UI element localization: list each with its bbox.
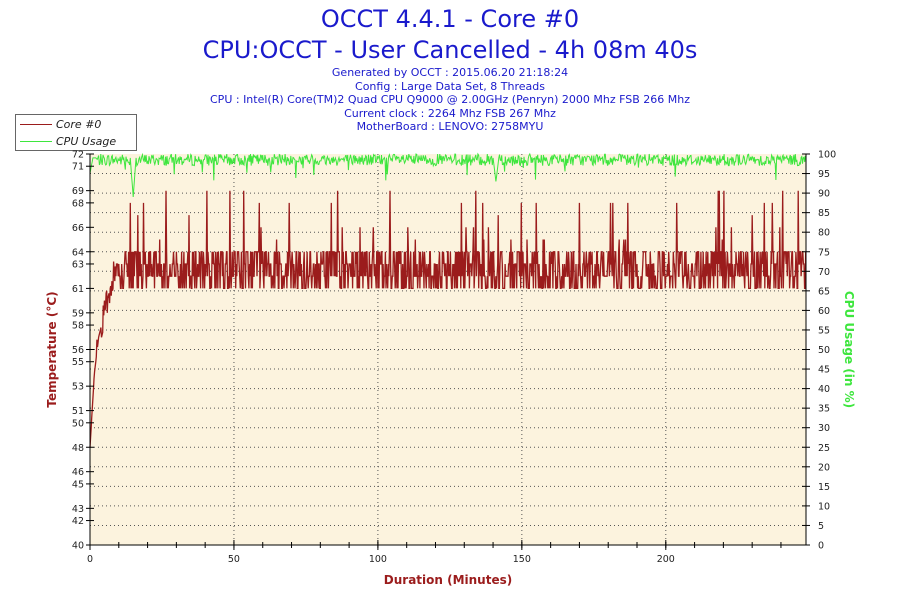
legend-item-cpu-usage: CPU Usage: [16, 133, 136, 150]
info-motherboard: MotherBoard : LENOVO: 2758MYU: [356, 120, 544, 133]
legend: Core #0 CPU Usage: [15, 114, 137, 151]
info-config: Config : Large Data Set, 8 Threads: [355, 79, 545, 93]
y-tick-label-left: 42: [72, 516, 84, 527]
chart-header: OCCT 4.4.1 - Core #0 CPU:OCCT - User Can…: [0, 4, 900, 134]
legend-label-core0: Core #0: [56, 118, 102, 131]
y-tick-label-right: 5: [818, 521, 824, 532]
y-tick-label-right: 0: [818, 541, 824, 552]
y-tick-label-right: 50: [818, 345, 830, 356]
y-tick-label-left: 72: [72, 150, 84, 161]
axes: 4042434546485051535556585961636466686971…: [72, 150, 836, 566]
y-tick-label-left: 61: [72, 284, 84, 295]
series-line-core0: [89, 190, 807, 448]
x-axis-label: Duration (Minutes): [384, 573, 512, 587]
x-tick-label: 0: [87, 554, 93, 565]
y-tick-label-right: 10: [818, 501, 830, 512]
y-tick-label-right: 95: [818, 169, 830, 180]
y-tick-label-right: 40: [818, 384, 830, 395]
y-tick-label-right: 45: [818, 365, 830, 376]
y-axis-label-right: CPU Usage (in %): [842, 291, 856, 408]
legend-item-core0: Core #0: [16, 116, 136, 133]
y-tick-label-right: 20: [818, 462, 830, 473]
x-tick-label: 100: [369, 554, 387, 565]
y-tick-label-right: 30: [818, 423, 830, 434]
y-tick-label-left: 50: [72, 418, 84, 429]
y-tick-label-left: 69: [72, 186, 84, 197]
y-tick-label-left: 55: [72, 357, 84, 368]
y-tick-label-right: 60: [818, 306, 830, 317]
series-layer: [89, 152, 807, 448]
y-tick-label-left: 64: [72, 247, 84, 258]
y-tick-label-left: 59: [72, 308, 84, 319]
y-tick-label-left: 71: [72, 162, 84, 173]
y-tick-label-left: 53: [72, 382, 84, 393]
y-tick-label-left: 66: [72, 223, 84, 234]
x-tick-label: 50: [228, 554, 240, 565]
y-tick-label-right: 35: [818, 404, 830, 415]
y-tick-label-left: 48: [72, 443, 84, 454]
info-generated: Generated by OCCT : 2015.06.20 21:18:24: [331, 66, 569, 79]
legend-swatch-core0: [20, 124, 52, 125]
series-line-cpu-usage: [89, 152, 806, 198]
y-axis-label-left: Temperature (°C): [45, 291, 59, 407]
info-cpu: CPU : Intel(R) Core(TM)2 Quad CPU Q9000 …: [210, 93, 690, 106]
y-tick-label-left: 46: [72, 467, 84, 478]
y-tick-label-left: 40: [72, 541, 84, 552]
chart-subtitle: CPU:OCCT - User Cancelled - 4h 08m 40s: [202, 36, 698, 64]
y-tick-label-right: 25: [818, 443, 830, 454]
legend-label-cpu-usage: CPU Usage: [56, 135, 117, 148]
x-tick-label: 200: [657, 554, 675, 565]
x-tick-label: 150: [513, 554, 531, 565]
y-tick-label-right: 70: [818, 267, 830, 278]
y-tick-label-right: 80: [818, 228, 830, 239]
chart-title: OCCT 4.4.1 - Core #0: [320, 5, 580, 33]
y-tick-label-left: 51: [72, 406, 84, 417]
y-tick-label-left: 58: [72, 321, 84, 332]
y-tick-label-right: 15: [818, 482, 830, 493]
y-tick-label-left: 56: [72, 345, 84, 356]
y-tick-label-right: 90: [818, 189, 830, 200]
y-tick-label-right: 100: [818, 150, 836, 161]
info-clock: Current clock : 2264 Mhz FSB 267 Mhz: [344, 106, 556, 120]
y-tick-label-right: 75: [818, 247, 830, 258]
y-tick-label-right: 55: [818, 325, 830, 336]
y-tick-label-left: 43: [72, 504, 84, 515]
y-tick-label-left: 68: [72, 198, 84, 209]
legend-swatch-cpu-usage: [20, 141, 52, 142]
y-tick-label-right: 65: [818, 286, 830, 297]
y-tick-label-right: 85: [818, 208, 830, 219]
y-tick-label-left: 63: [72, 259, 84, 270]
y-tick-label-left: 45: [72, 479, 84, 490]
